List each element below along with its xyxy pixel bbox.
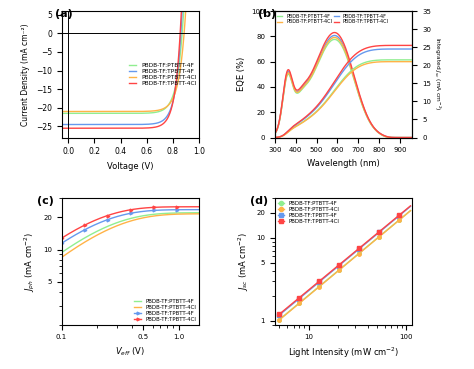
Legend: PBDB-TF:PTBTT-4F, PBDB-TF:PTBTT-4CI, PBDB-TF:TPBTT-4F, PBDB-TF:TPBTT-4CI: PBDB-TF:PTBTT-4F, PBDB-TF:PTBTT-4CI, PBD… [277, 14, 389, 24]
Text: (d): (d) [250, 196, 268, 206]
PBDB-TF:PTBTT-4CI [133, 109, 139, 114]
Y-axis label: Integrated $J_{sc}$ (mA cm$^{-2}$): Integrated $J_{sc}$ (mA cm$^{-2}$) [432, 37, 442, 111]
PBDB-TF:PTBTT-4CI [59, 109, 64, 114]
PBDB-TF:PTBTT-4F [196, 9, 202, 13]
PBDB-TF:PTBTT-4CI [125, 109, 131, 114]
PBDB-TF:PTBTT-4CI [124, 109, 130, 114]
X-axis label: Light Intensity (mW cm$^{-2}$): Light Intensity (mW cm$^{-2}$) [288, 346, 399, 361]
PBDB-TF:TPBTT-4CI [133, 126, 139, 130]
PBDB-TF:PTBTT-4F [141, 111, 146, 115]
PBDB-TF:PTBTT-4CI [172, 93, 177, 97]
PBDB-TF:TPBTT-4F [124, 122, 130, 127]
PBDB-TF:PTBTT-4CI [141, 109, 146, 114]
Line: PBDB-TF:TPBTT-4F: PBDB-TF:TPBTT-4F [62, 11, 199, 124]
PBDB-TF:TPBTT-4F [193, 9, 199, 13]
PBDB-TF:PTBTT-4CI [196, 9, 202, 13]
PBDB-TF:TPBTT-4CI [179, 9, 184, 13]
PBDB-TF:PTBTT-4F [172, 89, 177, 93]
X-axis label: $V_{eff}$ (V): $V_{eff}$ (V) [116, 346, 146, 359]
PBDB-TF:TPBTT-4CI [172, 93, 177, 97]
PBDB-TF:TPBTT-4F [180, 9, 185, 13]
PBDB-TF:TPBTT-4F [172, 93, 177, 97]
X-axis label: Wavelength (nm): Wavelength (nm) [307, 159, 380, 168]
PBDB-TF:TPBTT-4CI [59, 126, 64, 131]
PBDB-TF:TPBTT-4CI [125, 126, 131, 131]
PBDB-TF:PTBTT-4F [133, 111, 139, 115]
Line: PBDB-TF:TPBTT-4CI: PBDB-TF:TPBTT-4CI [62, 11, 199, 128]
PBDB-TF:PTBTT-4F [181, 9, 187, 13]
X-axis label: Voltage (V): Voltage (V) [107, 162, 154, 171]
PBDB-TF:PTBTT-4F [124, 111, 130, 115]
PBDB-TF:TPBTT-4F [59, 122, 64, 127]
PBDB-TF:TPBTT-4CI [141, 126, 146, 130]
PBDB-TF:TPBTT-4CI [124, 126, 130, 131]
Line: PBDB-TF:PTBTT-4CI: PBDB-TF:PTBTT-4CI [62, 11, 199, 111]
Y-axis label: $J_{ph}$ (mA cm$^{-2}$): $J_{ph}$ (mA cm$^{-2}$) [23, 231, 37, 292]
PBDB-TF:TPBTT-4F [196, 9, 202, 13]
Text: (a): (a) [55, 8, 73, 18]
PBDB-TF:PTBTT-4F [193, 9, 199, 13]
Y-axis label: Current Density (mA cm⁻²): Current Density (mA cm⁻²) [21, 23, 30, 125]
PBDB-TF:TPBTT-4CI [193, 9, 199, 13]
Text: (c): (c) [37, 196, 54, 206]
PBDB-TF:TPBTT-4F [141, 122, 146, 127]
Text: (b): (b) [258, 8, 276, 18]
PBDB-TF:TPBTT-4CI [196, 9, 202, 13]
PBDB-TF:PTBTT-4F [59, 111, 64, 115]
PBDB-TF:PTBTT-4CI [193, 9, 199, 13]
PBDB-TF:PTBTT-4CI [183, 9, 189, 13]
PBDB-TF:TPBTT-4F [133, 122, 139, 127]
Legend: PBDB-TF:PTBTT-4F, PBDB-TF:TPBTT-4F, PBDB-TF:PTBTT-4CI, PBDB-TF:TPBTT-4CI: PBDB-TF:PTBTT-4F, PBDB-TF:TPBTT-4F, PBDB… [129, 63, 196, 86]
Legend: PBDB-TF:PTBTT-4F, PBDB-TF:PTBTT-4CI, PBDB-TF:TPBTT-4F, PBDB-TF:TPBTT-4CI: PBDB-TF:PTBTT-4F, PBDB-TF:PTBTT-4CI, PBD… [134, 299, 196, 322]
Y-axis label: $J_{sc}$ (mA cm$^{-2}$): $J_{sc}$ (mA cm$^{-2}$) [236, 232, 251, 291]
Y-axis label: EQE (%): EQE (%) [237, 57, 246, 92]
PBDB-TF:TPBTT-4F [125, 122, 131, 127]
Legend: PBDB-TF:PTBTT-4F, PBDB-TF:PTBTT-4CI, PBDB-TF:TPBTT-4F, PBDB-TF:TPBTT-4CI: PBDB-TF:PTBTT-4F, PBDB-TF:PTBTT-4CI, PBD… [278, 201, 340, 224]
Line: PBDB-TF:PTBTT-4F: PBDB-TF:PTBTT-4F [62, 11, 199, 113]
PBDB-TF:PTBTT-4F [125, 111, 131, 115]
